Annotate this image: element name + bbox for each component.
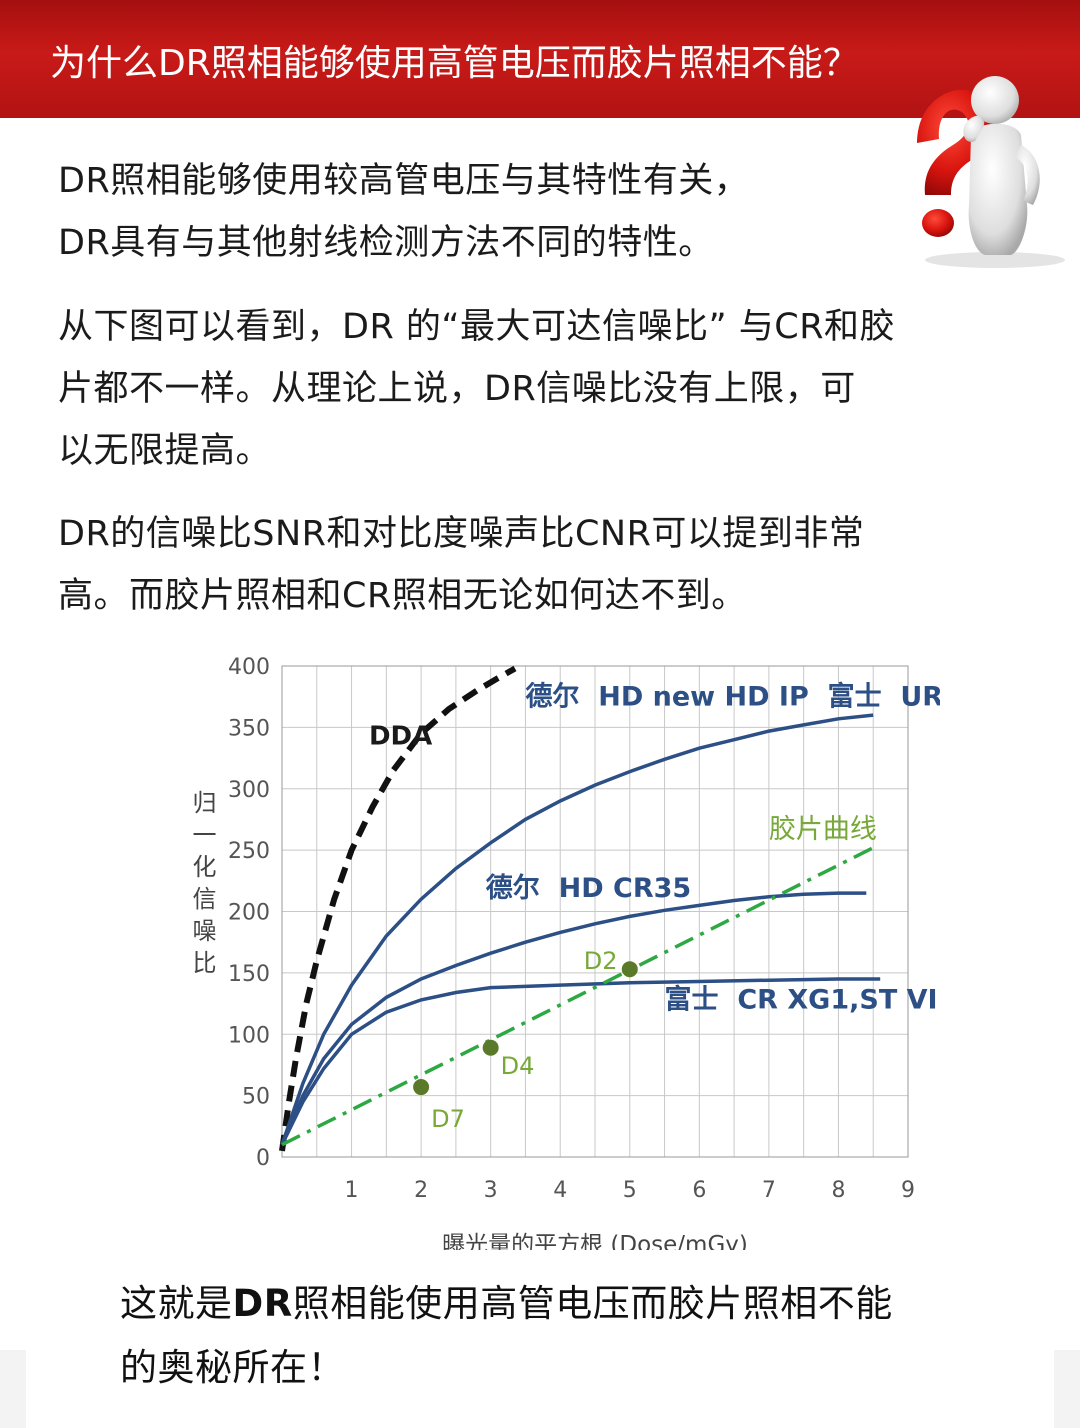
paragraph-line: 片都不一样。从理论上说，DR信噪比没有上限，可: [58, 369, 856, 409]
page-edge-right: [1054, 1350, 1080, 1428]
closing-prefix: 这就是: [120, 1282, 233, 1325]
x-tick-label: 3: [484, 1178, 498, 1203]
x-tick-label: 7: [762, 1178, 776, 1203]
y-axis-label: 归一化信噪比: [188, 790, 216, 982]
data-point-label: D2: [584, 947, 618, 975]
page-edge-left: [0, 1350, 26, 1428]
closing-line-2: 的奥秘所在！: [120, 1346, 345, 1389]
data-point-label: D4: [501, 1052, 535, 1080]
paragraph-line: 从下图可以看到，DR 的“最大可达信噪比” 与CR和胶: [58, 307, 896, 347]
data-point: [413, 1079, 430, 1096]
title-banner: 为什么DR照相能够使用高管电压而胶片照相不能？: [0, 0, 1080, 118]
x-tick-label: 6: [692, 1178, 706, 1203]
closing-bold-dr: DR: [232, 1282, 293, 1325]
y-tick-label: 0: [256, 1146, 270, 1171]
closing-line-1: 这就是DR照相能使用高管电压而胶片照相不能: [120, 1272, 893, 1336]
x-tick-label: 1: [345, 1178, 359, 1203]
cnr-paragraph: DR的信噪比SNR和对比度噪声比CNR可以提到非常 高。而胶片照相和CR照相无论…: [58, 503, 864, 627]
series-label: 德尔 HD CR35: [486, 873, 691, 904]
y-tick-label: 100: [228, 1023, 270, 1048]
series-line: [279, 665, 517, 1152]
snr-chart: 0 50 100 150 200 250 300 350 400 1 2 3 4 5 6 7 8 9 曝光量的平方根…: [188, 655, 940, 1250]
x-tick-label: 9: [901, 1178, 915, 1203]
x-tick-label: 2: [414, 1178, 428, 1203]
series-line: [280, 977, 881, 1146]
series-line: [280, 891, 867, 1146]
snr-paragraph: 从下图可以看到，DR 的“最大可达信噪比” 与CR和胶 片都不一样。从理论上说，…: [58, 296, 895, 482]
paragraph-line: 以无限提高。: [58, 431, 272, 471]
x-tick-label: 8: [831, 1178, 845, 1203]
data-point: [621, 961, 638, 978]
y-tick-label: 50: [242, 1085, 270, 1110]
paragraph-line: DR具有与其他射线检测方法不同的特性。: [58, 223, 714, 263]
series-label: DDA: [369, 722, 432, 752]
x-tick-label: 4: [553, 1178, 567, 1203]
closing-rest: 照相能使用高管电压而胶片照相不能: [292, 1282, 893, 1325]
intro-paragraph: DR照相能够使用较高管电压与其特性有关， DR具有与其他射线检测方法不同的特性。: [58, 150, 749, 274]
x-axis-label: 曝光量的平方根 (Dose/mGy): [442, 1232, 748, 1250]
y-tick-label: 250: [228, 839, 270, 864]
series-label: 富士 CR XG1,ST VI: [665, 983, 938, 1015]
plot-frame: [281, 665, 909, 1158]
x-tick-label: 5: [623, 1178, 637, 1203]
closing-statement: 这就是DR照相能使用高管电压而胶片照相不能 的奥秘所在！: [120, 1272, 893, 1400]
y-tick-label: 200: [228, 901, 270, 926]
y-tick-label: 300: [228, 778, 270, 803]
y-tick-label: 350: [228, 716, 270, 741]
question-mark-figure-icon: [917, 76, 1065, 268]
series-line: [281, 846, 874, 1147]
paragraph-line: 高。而胶片照相和CR照相无论如何达不到。: [58, 576, 747, 616]
series-line: [280, 713, 874, 1146]
series-label: 德尔 HD new HD IP 富士 UR1: [525, 680, 940, 712]
paragraph-line: DR的信噪比SNR和对比度噪声比CNR可以提到非常: [58, 514, 865, 554]
y-tick-label: 400: [228, 655, 270, 680]
y-tick-label: 150: [228, 962, 270, 987]
page-title: 为什么DR照相能够使用高管电压而胶片照相不能？: [50, 43, 859, 84]
data-point: [482, 1039, 499, 1056]
paragraph-line: DR照相能够使用较高管电压与其特性有关，: [58, 161, 750, 201]
data-point-label: D7: [431, 1105, 465, 1133]
series-label: 胶片曲线: [769, 814, 877, 845]
